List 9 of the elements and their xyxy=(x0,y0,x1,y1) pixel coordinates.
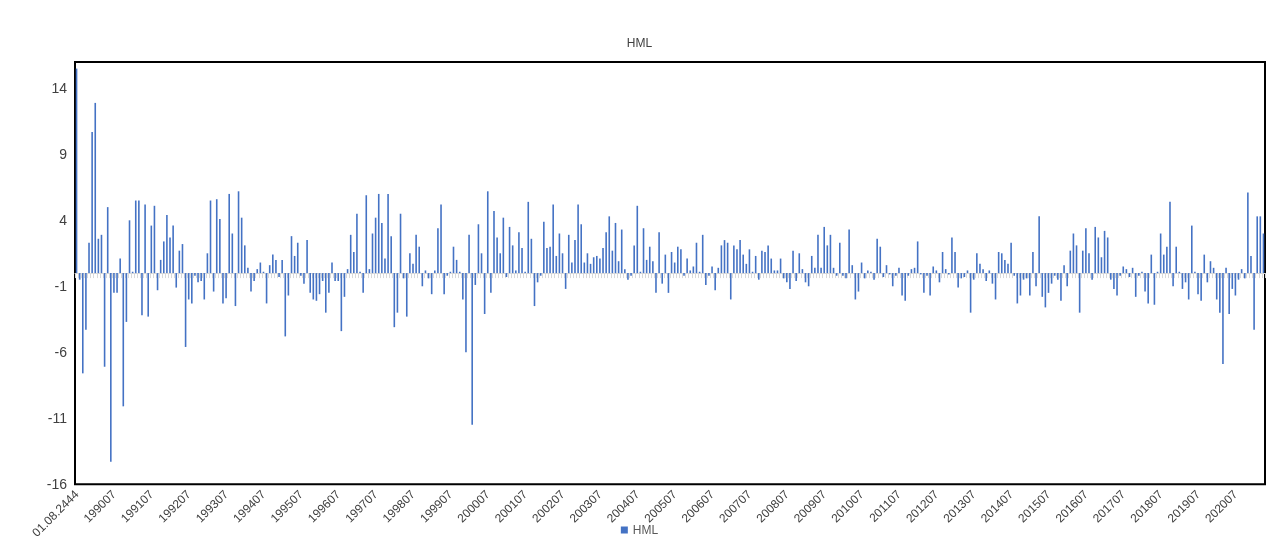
y-tick-label: 9 xyxy=(59,146,68,163)
chart-title: HML xyxy=(626,36,653,50)
legend-label: HML xyxy=(632,523,659,537)
y-tick-label: 14 xyxy=(51,80,68,97)
y-tick-label: -16 xyxy=(46,476,68,493)
y-tick-label: -11 xyxy=(47,410,68,427)
y-tick-label: 4 xyxy=(59,212,68,229)
y-tick-label: -1 xyxy=(54,278,68,295)
y-tick-label: -6 xyxy=(54,344,68,361)
